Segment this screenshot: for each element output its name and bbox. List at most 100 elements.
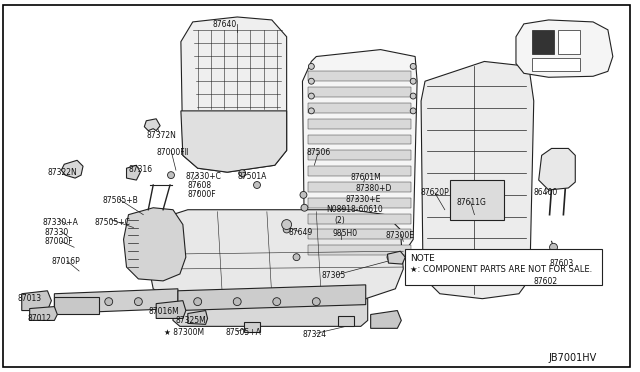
Text: 87620P: 87620P (420, 188, 449, 197)
Polygon shape (308, 198, 411, 208)
Text: 87611G: 87611G (457, 198, 486, 207)
Text: 87016P: 87016P (51, 257, 80, 266)
Circle shape (301, 204, 308, 211)
Text: 87325M: 87325M (176, 317, 207, 326)
Polygon shape (61, 160, 83, 178)
Polygon shape (308, 214, 411, 224)
Circle shape (308, 64, 314, 69)
Text: 87012: 87012 (28, 314, 52, 323)
Circle shape (273, 298, 281, 306)
Polygon shape (181, 17, 287, 172)
Text: 87322N: 87322N (47, 168, 77, 177)
Polygon shape (54, 297, 99, 314)
Polygon shape (308, 166, 411, 176)
Text: 86400: 86400 (534, 188, 558, 197)
Text: N08918-60610: N08918-60610 (326, 205, 383, 214)
Circle shape (308, 93, 314, 99)
Text: 87330+C: 87330+C (186, 172, 221, 181)
Polygon shape (178, 285, 365, 311)
Polygon shape (308, 119, 411, 129)
Polygon shape (308, 71, 411, 81)
Text: 87013: 87013 (18, 294, 42, 303)
Text: 87505+A: 87505+A (225, 328, 261, 337)
Polygon shape (308, 245, 411, 255)
Text: 87300E: 87300E (385, 231, 415, 240)
Circle shape (300, 192, 307, 198)
Text: 87501A: 87501A (237, 172, 267, 181)
Polygon shape (308, 135, 411, 144)
Polygon shape (387, 251, 405, 264)
Circle shape (387, 254, 394, 261)
Circle shape (410, 108, 416, 114)
Text: 87506: 87506 (307, 148, 331, 157)
Polygon shape (371, 311, 401, 328)
Circle shape (410, 64, 416, 69)
Text: 87602: 87602 (534, 277, 558, 286)
Polygon shape (173, 299, 368, 326)
Text: 87000F: 87000F (188, 190, 216, 199)
Text: 87000FⅡ: 87000FⅡ (156, 148, 189, 157)
Circle shape (282, 219, 292, 230)
Text: NOTE: NOTE (410, 254, 435, 263)
Text: 87016M: 87016M (148, 307, 179, 315)
Text: 87505+B: 87505+B (103, 196, 138, 205)
Text: 87372N: 87372N (147, 131, 176, 140)
Polygon shape (308, 230, 411, 239)
Circle shape (134, 298, 142, 306)
Polygon shape (29, 307, 58, 320)
Polygon shape (148, 210, 403, 301)
Polygon shape (127, 165, 140, 180)
Polygon shape (421, 61, 534, 299)
Circle shape (253, 182, 260, 189)
Circle shape (239, 170, 246, 177)
Circle shape (233, 298, 241, 306)
Text: 985H0: 985H0 (332, 230, 357, 238)
Polygon shape (124, 208, 186, 281)
Text: 87330+E: 87330+E (346, 195, 381, 204)
Polygon shape (144, 119, 160, 131)
Polygon shape (532, 30, 554, 54)
Polygon shape (532, 58, 580, 71)
Circle shape (410, 93, 416, 99)
Polygon shape (244, 323, 260, 332)
Text: 87324: 87324 (303, 330, 326, 339)
Polygon shape (308, 150, 411, 160)
Polygon shape (156, 301, 186, 318)
Text: 87330: 87330 (44, 228, 68, 237)
Circle shape (293, 254, 300, 261)
Text: 87305: 87305 (321, 271, 346, 280)
Text: 87649: 87649 (289, 228, 313, 237)
Circle shape (410, 78, 416, 84)
Text: 87316: 87316 (129, 165, 152, 174)
Polygon shape (559, 30, 580, 54)
Polygon shape (516, 20, 613, 77)
Text: 87505+C: 87505+C (95, 218, 131, 227)
FancyBboxPatch shape (405, 249, 602, 285)
Circle shape (308, 78, 314, 84)
Circle shape (168, 171, 175, 179)
Polygon shape (181, 111, 287, 172)
Polygon shape (54, 289, 178, 314)
Polygon shape (22, 291, 51, 311)
Text: 87608: 87608 (188, 181, 212, 190)
Text: 87601M: 87601M (351, 173, 381, 182)
Circle shape (312, 298, 320, 306)
Polygon shape (188, 311, 207, 324)
Circle shape (283, 226, 290, 233)
Circle shape (550, 243, 557, 251)
Text: 87640: 87640 (212, 20, 237, 29)
Polygon shape (308, 87, 411, 97)
Circle shape (554, 258, 561, 264)
Text: JB7001HV: JB7001HV (548, 353, 597, 363)
Text: 87330+A: 87330+A (42, 218, 78, 227)
Circle shape (308, 108, 314, 114)
Circle shape (75, 298, 83, 306)
Polygon shape (539, 148, 575, 190)
Text: ★: COMPONENT PARTS ARE NOT FOR SALE.: ★: COMPONENT PARTS ARE NOT FOR SALE. (410, 265, 593, 274)
Text: (2): (2) (334, 216, 345, 225)
Polygon shape (450, 180, 504, 219)
Polygon shape (338, 317, 354, 326)
Text: ★ 87300M: ★ 87300M (164, 328, 204, 337)
Circle shape (535, 38, 543, 46)
Circle shape (105, 298, 113, 306)
